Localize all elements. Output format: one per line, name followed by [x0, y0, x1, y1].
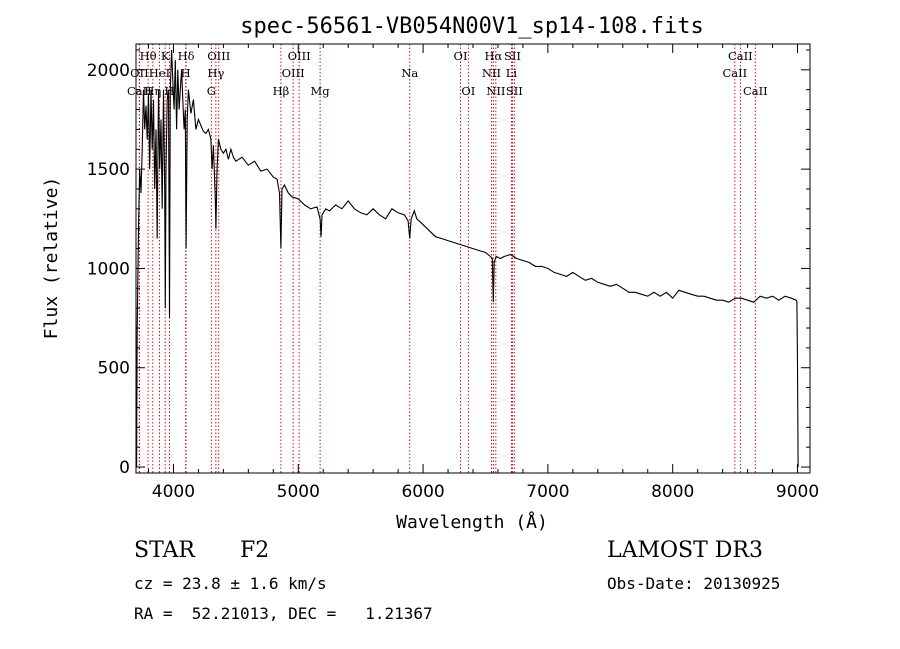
line-marker-label-7: Hδ [178, 49, 195, 63]
plot-frame [135, 43, 811, 474]
line-marker-label-14: Hβ [273, 84, 290, 98]
line-marker-label-15: Mg [311, 84, 331, 98]
line-marker-label-12: OIII [288, 49, 311, 63]
x-tick-label-6000: 6000 [401, 482, 444, 502]
line-marker-label-8: H [181, 66, 191, 80]
y-tick-label-2000: 2000 [87, 61, 130, 81]
y-tick-label-1000: 1000 [87, 259, 130, 279]
line-marker-label-9: OIII [207, 49, 230, 63]
object-type: STAR [134, 538, 195, 563]
line-marker-label-16: Na [401, 66, 418, 80]
x-axis-ticks: 4000 5000 6000 7000 8000 9000 [147, 44, 819, 502]
line-marker-label-18: OI [461, 84, 475, 98]
x-tick-label-8000: 8000 [651, 482, 694, 502]
line-marker-label-26: CaII [722, 66, 747, 80]
line-marker-label-10: Hγ [207, 66, 224, 80]
line-marker-label-23: NII [486, 84, 505, 98]
line-marker-label-11: G [207, 84, 216, 98]
line-marker-label-1: OII [130, 66, 149, 80]
coordinates: RA = 52.21013, DEC = 1.21367 [134, 604, 433, 623]
x-tick-label-9000: 9000 [776, 482, 819, 502]
observation-date: Obs-Date: 20130925 [607, 574, 781, 593]
spectral-subclass: F2 [240, 538, 270, 563]
x-tick-label-7000: 7000 [526, 482, 569, 502]
line-marker-label-17: OI [454, 49, 468, 63]
line-marker-label-20: SII [504, 49, 521, 63]
redshift-velocity: cz = 23.8 ± 1.6 km/s [134, 574, 327, 593]
x-axis-label: Wavelength (Å) [396, 511, 548, 533]
line-marker-label-4: H [164, 84, 174, 98]
line-marker-label-2: CaII [127, 84, 152, 98]
flux-series-line [136, 49, 799, 468]
line-marker-label-27: CaII [743, 84, 768, 98]
line-marker-label-3: HeI [149, 66, 170, 80]
line-marker-label-13: OIII [282, 66, 305, 80]
y-axis-label: Flux (relative) [41, 177, 62, 340]
line-marker-label-5: K [161, 49, 170, 63]
y-axis-ticks: 0 500 1000 1500 2000 [87, 49, 810, 478]
x-tick-label-5000: 5000 [277, 482, 320, 502]
line-marker-label-19: Hα [484, 49, 502, 63]
chart-title: spec-56561-VB054N00V1_sp14-108.fits [240, 14, 704, 39]
line-marker-label-21: NII [482, 66, 501, 80]
line-marker-label-25: CaII [728, 49, 753, 63]
y-tick-label-1500: 1500 [87, 160, 130, 180]
y-tick-label-0: 0 [119, 458, 130, 478]
y-tick-label-500: 500 [98, 359, 130, 379]
line-marker-label-24: SII [506, 84, 523, 98]
line-marker-label-0: Hθ [140, 49, 157, 63]
line-markers [138, 44, 756, 473]
x-tick-label-4000: 4000 [152, 482, 195, 502]
line-marker-label-22: Li [506, 66, 518, 80]
survey-name: LAMOST DR3 [607, 538, 763, 563]
